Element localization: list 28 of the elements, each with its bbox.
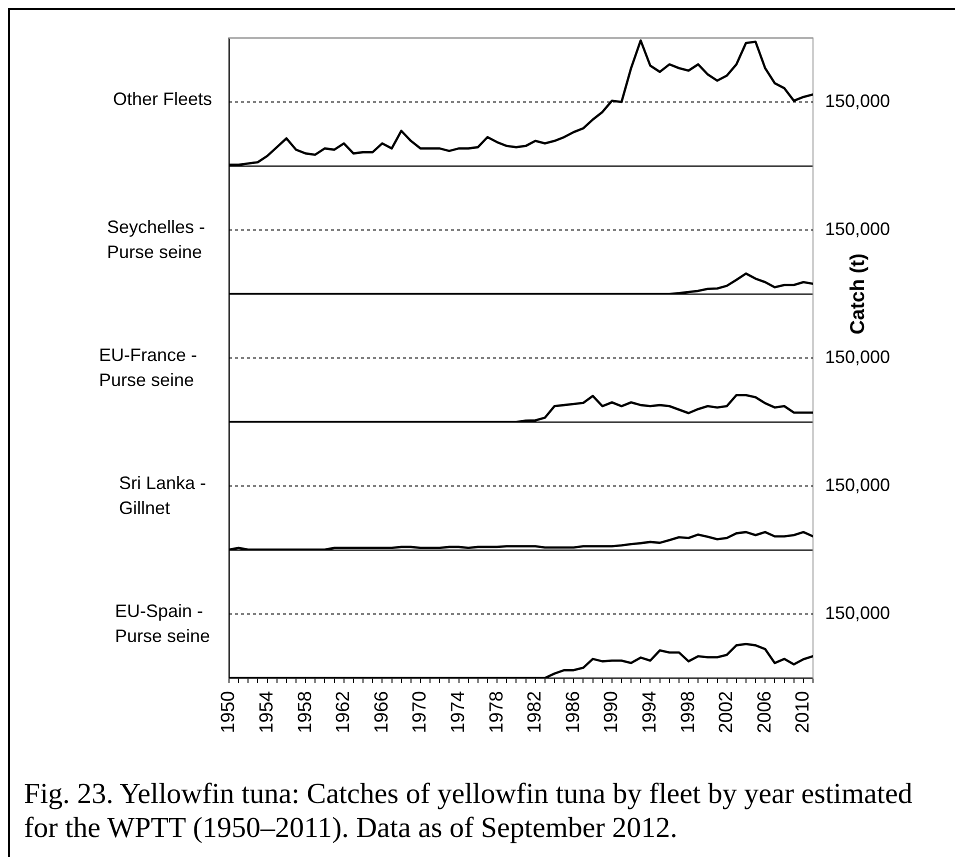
x-tick-label: 2010 <box>792 691 814 734</box>
x-tick-label: 1990 <box>601 691 622 734</box>
x-tick-label: 1974 <box>448 690 470 734</box>
x-tick-label: 1954 <box>256 690 278 734</box>
text: 150,000 <box>825 218 890 239</box>
text: 150,000 <box>825 474 890 495</box>
x-tick-label: 1982 <box>524 691 546 734</box>
text: Other Fleets <box>113 88 214 111</box>
x-tick-label: 1994 <box>639 690 660 734</box>
x-tick-label: 1970 <box>410 691 431 734</box>
x-tick-label: 1962 <box>333 691 354 734</box>
text: 150,000 <box>825 346 890 367</box>
x-tick-label: 2002 <box>716 691 738 734</box>
y-axis-title: Catch (t) <box>847 253 869 335</box>
x-tick-label: 1978 <box>486 691 508 734</box>
x-tick-label: 1950 <box>218 691 240 734</box>
chart-title: EU-France - Purse seine <box>99 344 198 392</box>
text: 150,000 <box>825 602 890 623</box>
chart-title: EU-Spain - Purse seine <box>115 600 212 648</box>
text: 150,000 <box>825 90 890 111</box>
x-tick-label: 1998 <box>678 691 699 734</box>
chart-title: Seychelles - Purse seine <box>107 216 206 264</box>
chart-title: Sri Lanka - Gillnet <box>119 472 208 520</box>
caption: Fig. 23. Yellowfin tuna: Catches of yellowfin tuna by fleet by year estimated for the WPTT (1950–2011). Data as of September 2012. <box>24 778 912 844</box>
x-tick-label: 1966 <box>371 691 392 734</box>
x-tick-label: 1986 <box>562 691 584 734</box>
x-tick-label: 1958 <box>294 691 316 734</box>
x-tick-label: 2006 <box>754 691 776 734</box>
